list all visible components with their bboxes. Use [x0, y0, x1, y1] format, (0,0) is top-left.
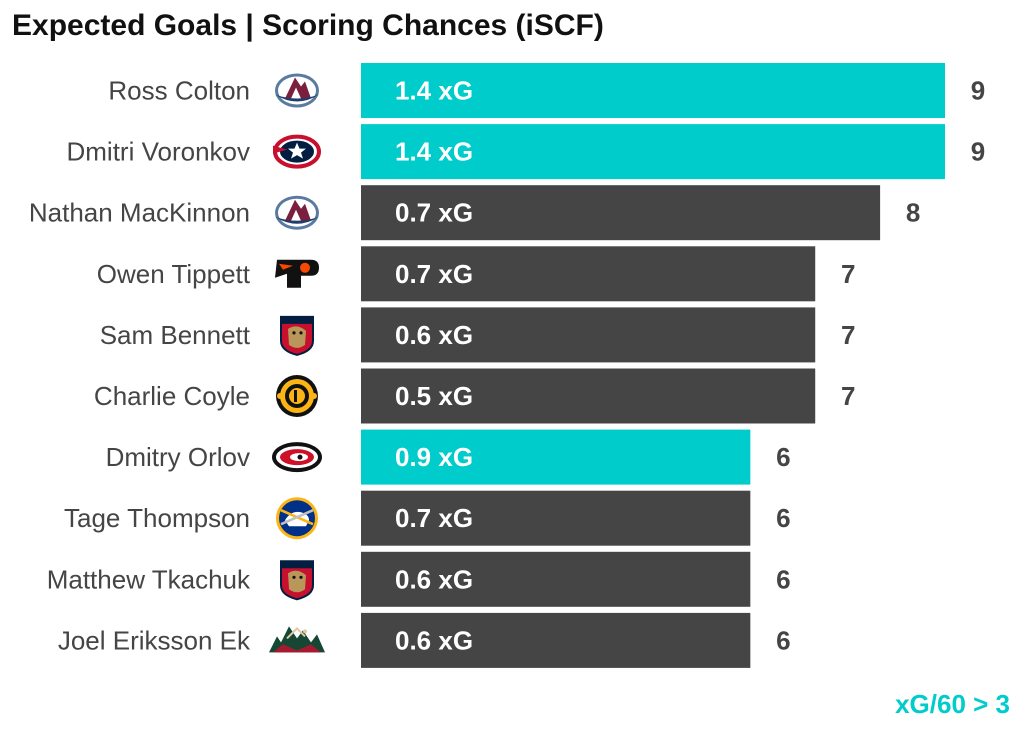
bar-value-label: 7 [841, 320, 855, 350]
bar-value-label: 9 [971, 137, 985, 167]
avalanche-logo-icon [275, 195, 319, 230]
category-label: Sam Bennett [100, 320, 251, 350]
bar-xg-label: 0.6 xG [395, 320, 473, 350]
bar-owen-tippett [361, 246, 816, 302]
bar-xg-label: 1.4 xG [395, 137, 473, 167]
category-label: Ross Colton [108, 76, 250, 106]
bar-value-label: 9 [971, 76, 985, 106]
category-label: Matthew Tkachuk [47, 564, 251, 594]
bar-chart: Ross Colton 1.4 xG 9 Dmitri Voronkov 1.4 xG 9… [29, 63, 985, 668]
bruins-logo-icon [276, 375, 318, 417]
bar-xg-label: 0.7 xG [395, 259, 473, 289]
panthers-logo-icon [280, 315, 314, 356]
flyers-logo-icon [275, 259, 319, 288]
avalanche-logo-icon [275, 73, 319, 108]
bar-xg-label: 0.7 xG [395, 503, 473, 533]
bar-value-label: 6 [776, 564, 790, 594]
category-label: Joel Eriksson Ek [58, 625, 251, 655]
bar-value-label: 6 [776, 625, 790, 655]
bar-sam-bennett [361, 307, 816, 363]
wild-logo-icon [269, 626, 325, 653]
bar-value-label: 7 [841, 381, 855, 411]
bar-tage-thompson [361, 490, 751, 546]
bar-ross-colton [361, 63, 945, 118]
chart-title: Expected Goals | Scoring Chances (iSCF) [12, 9, 604, 42]
category-label: Owen Tippett [97, 259, 251, 289]
bar-value-label: 6 [776, 442, 790, 472]
bar-xg-label: 0.6 xG [395, 564, 473, 594]
highlight-legend-note: xG/60 > 3 [895, 689, 1010, 719]
bar-dmitry-orlov [361, 429, 751, 485]
bar-joel-eriksson-ek [361, 612, 751, 668]
bar-dmitri-voronkov [361, 124, 945, 180]
category-label: Nathan MacKinnon [29, 198, 250, 228]
blue-jackets-logo-icon [273, 134, 321, 169]
hurricanes-logo-icon [272, 442, 322, 473]
bar-value-label: 7 [841, 259, 855, 289]
panthers-logo-icon [280, 560, 314, 601]
category-label: Tage Thompson [64, 503, 250, 533]
bar-matthew-tkachuk [361, 551, 751, 607]
bar-xg-label: 0.9 xG [395, 442, 473, 472]
bar-xg-label: 0.5 xG [395, 381, 473, 411]
bar-xg-label: 1.4 xG [395, 76, 473, 106]
bar-value-label: 8 [906, 198, 920, 228]
category-label: Dmitri Voronkov [67, 137, 251, 167]
category-label: Dmitry Orlov [106, 442, 250, 472]
bar-xg-label: 0.6 xG [395, 625, 473, 655]
category-label: Charlie Coyle [94, 381, 250, 411]
bar-charlie-coyle [361, 368, 816, 424]
sabres-logo-icon [276, 497, 318, 540]
bar-xg-label: 0.7 xG [395, 198, 473, 228]
bar-nathan-mackinnon [361, 185, 881, 241]
bar-value-label: 6 [776, 503, 790, 533]
